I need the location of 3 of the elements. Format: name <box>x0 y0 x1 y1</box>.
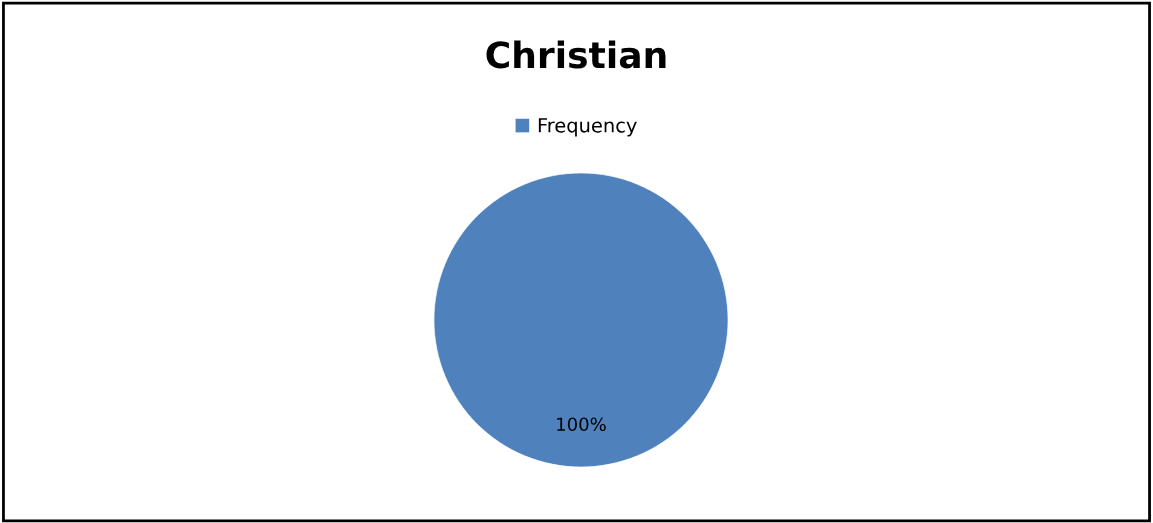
data-label: 100% <box>557 417 606 432</box>
chart-title: Christian <box>486 40 666 69</box>
legend-label: Frequency <box>538 118 637 137</box>
